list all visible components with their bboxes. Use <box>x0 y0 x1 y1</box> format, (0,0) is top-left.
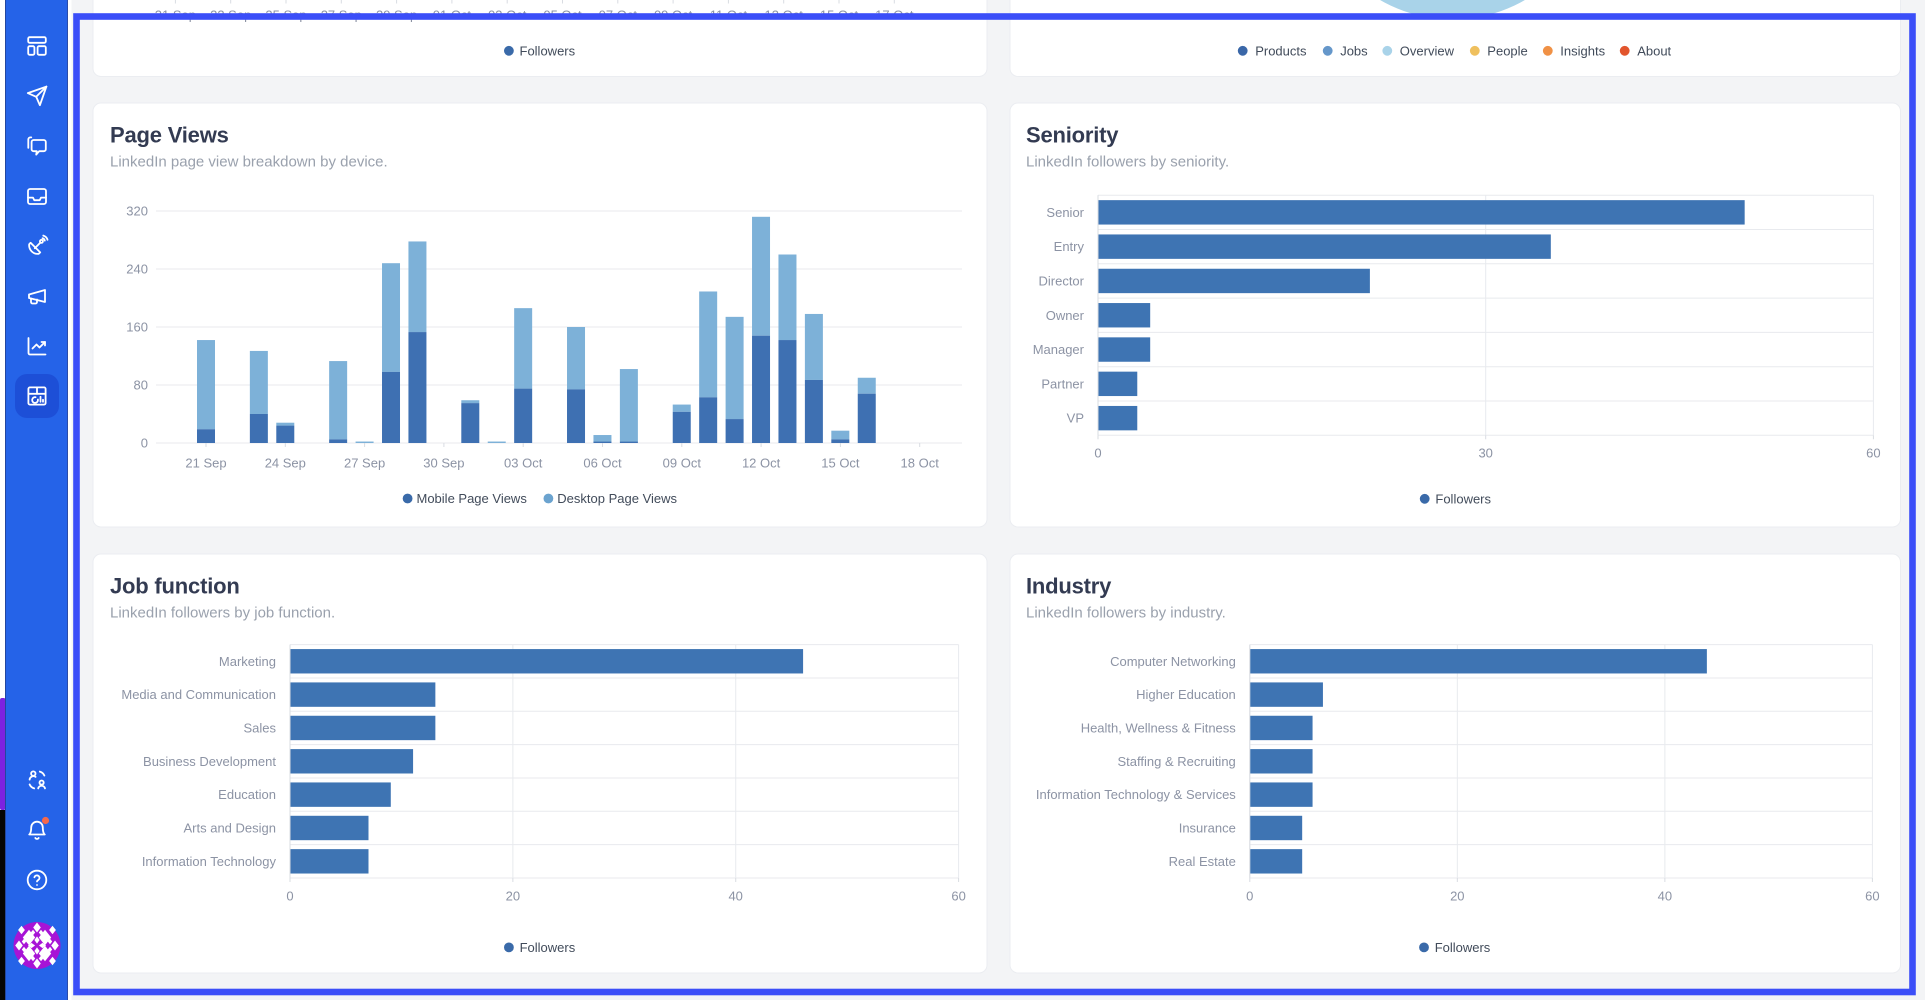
svg-text:60: 60 <box>951 889 965 904</box>
svg-text:30 Sep: 30 Sep <box>423 456 464 471</box>
svg-text:06 Oct: 06 Oct <box>583 456 622 471</box>
svg-text:80: 80 <box>134 378 148 393</box>
svg-text:Media and Communication: Media and Communication <box>121 687 276 702</box>
svg-text:Followers: Followers <box>520 44 576 59</box>
svg-text:03 Oct: 03 Oct <box>504 456 543 471</box>
svg-text:Real Estate: Real Estate <box>1169 854 1236 869</box>
svg-text:Insurance: Insurance <box>1179 821 1236 836</box>
svg-text:240: 240 <box>126 262 148 277</box>
svg-text:Sales: Sales <box>243 721 276 736</box>
svg-text:30: 30 <box>1478 446 1492 461</box>
svg-text:Information Technology & Servi: Information Technology & Services <box>1036 787 1236 802</box>
svg-text:Marketing: Marketing <box>219 654 276 669</box>
svg-text:18 Oct: 18 Oct <box>901 456 940 471</box>
svg-text:Insights: Insights <box>1560 44 1605 59</box>
svg-text:0: 0 <box>286 889 293 904</box>
svg-text:24 Sep: 24 Sep <box>265 456 306 471</box>
svg-text:Jobs: Jobs <box>1340 44 1368 59</box>
svg-text:320: 320 <box>126 204 148 219</box>
svg-text:LinkedIn followers by job func: LinkedIn followers by job function. <box>110 605 335 622</box>
svg-text:40: 40 <box>728 889 742 904</box>
svg-text:160: 160 <box>126 320 148 335</box>
svg-text:LinkedIn followers by industry: LinkedIn followers by industry. <box>1026 605 1226 622</box>
svg-text:Desktop Page Views: Desktop Page Views <box>557 491 677 506</box>
svg-text:Higher Education: Higher Education <box>1136 687 1236 702</box>
svg-text:21 Sep: 21 Sep <box>185 456 226 471</box>
svg-text:Products: Products <box>1255 44 1307 59</box>
svg-text:09 Oct: 09 Oct <box>663 456 702 471</box>
svg-text:Page Views: Page Views <box>110 123 229 148</box>
svg-text:Seniority: Seniority <box>1026 123 1119 148</box>
svg-text:People: People <box>1487 44 1527 59</box>
svg-text:60: 60 <box>1865 889 1879 904</box>
svg-text:VP: VP <box>1067 411 1084 426</box>
svg-text:60: 60 <box>1866 446 1880 461</box>
svg-text:LinkedIn page view breakdown b: LinkedIn page view breakdown by device. <box>110 154 388 171</box>
svg-text:15 Oct: 15 Oct <box>821 456 860 471</box>
svg-text:Mobile Page Views: Mobile Page Views <box>417 491 528 506</box>
svg-text:Entry: Entry <box>1054 239 1085 254</box>
svg-text:LinkedIn followers by seniorit: LinkedIn followers by seniority. <box>1026 154 1229 171</box>
svg-text:Owner: Owner <box>1046 308 1085 323</box>
svg-text:Education: Education <box>218 787 276 802</box>
svg-text:Business Development: Business Development <box>143 754 276 769</box>
svg-text:Followers: Followers <box>1435 492 1491 507</box>
svg-text:Overview: Overview <box>1400 44 1455 59</box>
svg-text:Information Technology: Information Technology <box>142 854 277 869</box>
svg-text:Director: Director <box>1038 273 1084 288</box>
svg-text:Staffing & Recruiting: Staffing & Recruiting <box>1118 754 1236 769</box>
svg-text:Followers: Followers <box>520 940 576 955</box>
svg-text:0: 0 <box>1094 446 1101 461</box>
svg-text:Computer Networking: Computer Networking <box>1110 654 1236 669</box>
svg-text:0: 0 <box>141 436 148 451</box>
svg-text:Partner: Partner <box>1041 376 1084 391</box>
svg-text:20: 20 <box>506 889 520 904</box>
svg-text:Arts and Design: Arts and Design <box>184 821 277 836</box>
svg-text:Health, Wellness & Fitness: Health, Wellness & Fitness <box>1081 721 1237 736</box>
svg-text:About: About <box>1637 44 1671 59</box>
svg-text:Industry: Industry <box>1026 574 1112 599</box>
svg-text:40: 40 <box>1658 889 1672 904</box>
svg-text:Followers: Followers <box>1435 940 1491 955</box>
svg-text:20: 20 <box>1450 889 1464 904</box>
svg-text:27 Sep: 27 Sep <box>344 456 385 471</box>
svg-text:0: 0 <box>1246 889 1253 904</box>
svg-text:Job function: Job function <box>110 574 240 599</box>
svg-text:Manager: Manager <box>1033 342 1085 357</box>
svg-text:12 Oct: 12 Oct <box>742 456 781 471</box>
svg-text:Senior: Senior <box>1046 205 1084 220</box>
